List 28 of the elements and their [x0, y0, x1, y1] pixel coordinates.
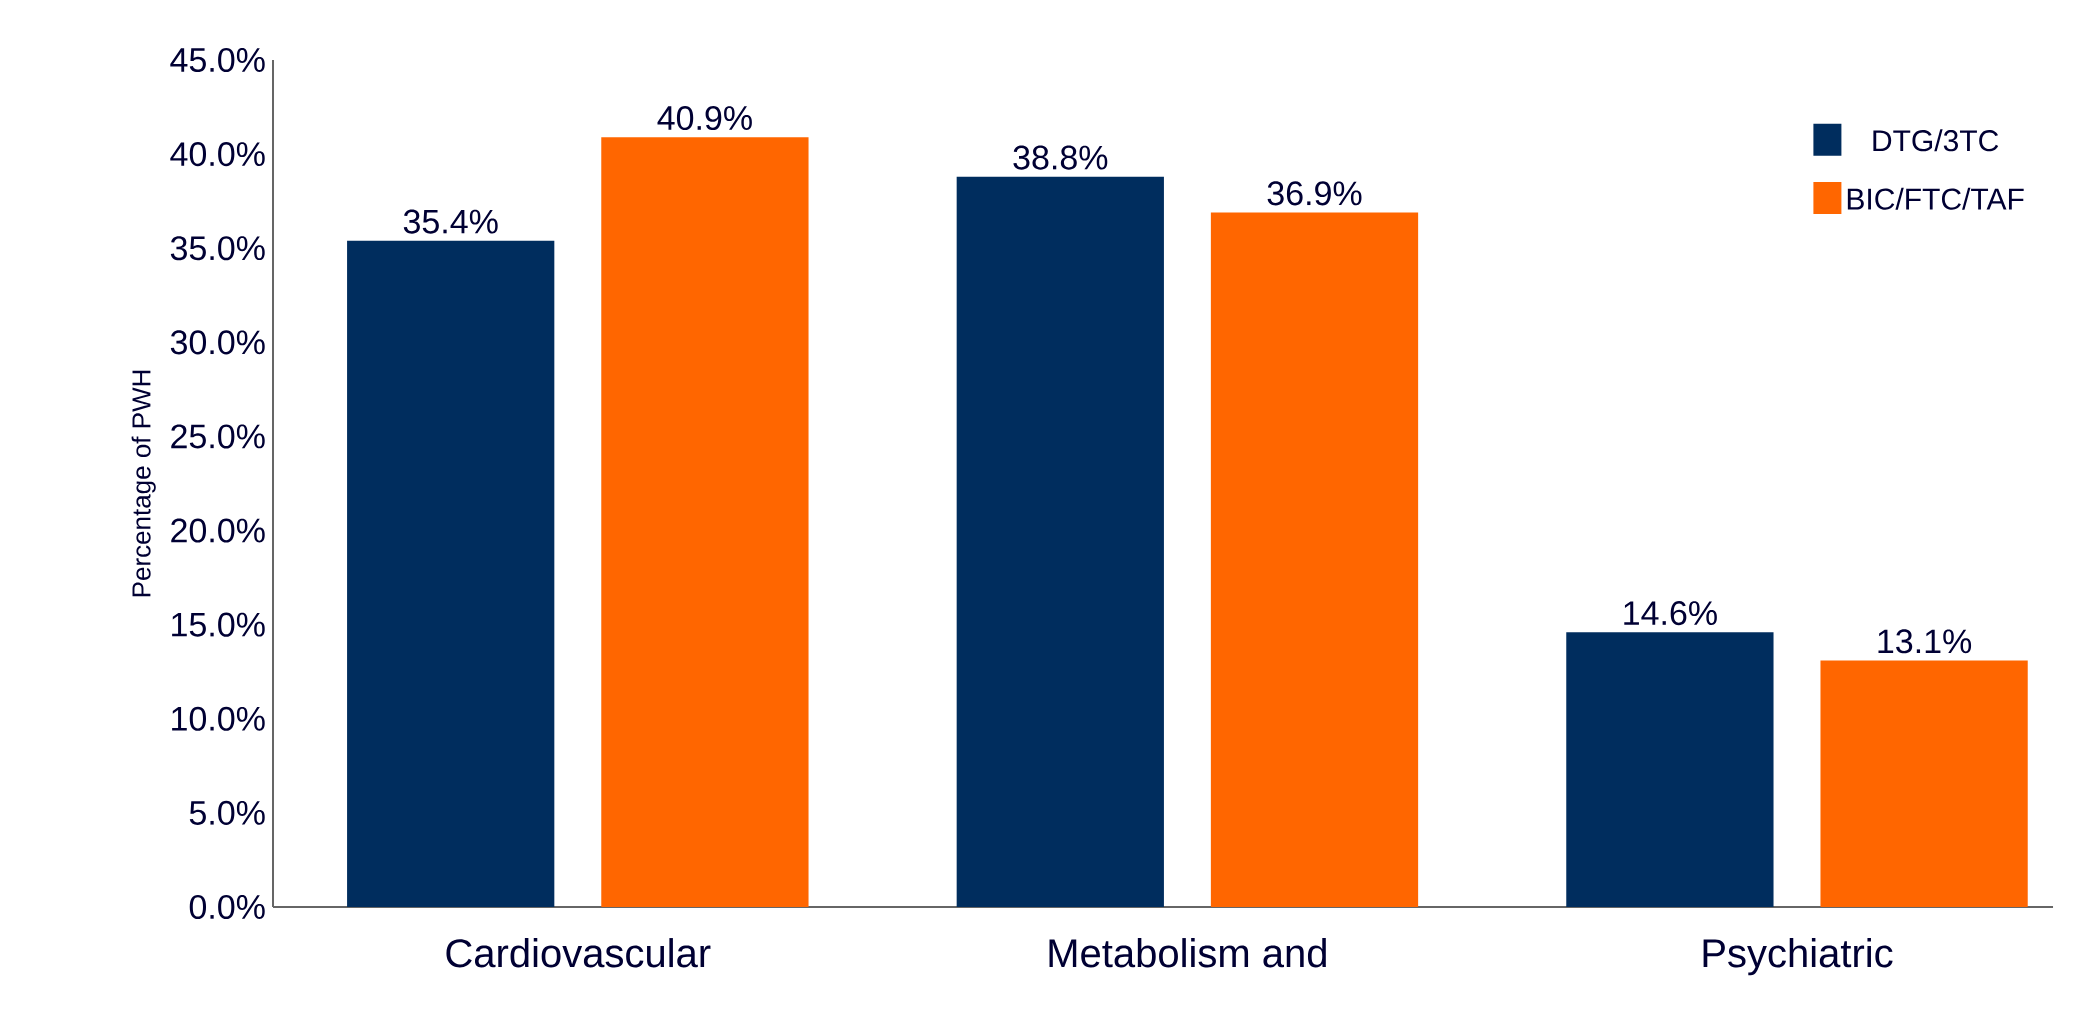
y-axis-title: Percentage of PWH	[131, 370, 156, 597]
y-tick-label: 40.0%	[170, 142, 265, 167]
x-tick-label: Psychiatric	[1703, 938, 1893, 976]
bar	[601, 137, 809, 907]
y-tick-label: 0.0%	[189, 894, 265, 920]
data-label: 40.9%	[657, 106, 752, 131]
y-tick-label: 20.0%	[171, 518, 265, 543]
y-tick-label: 30.0%	[170, 330, 265, 355]
data-label: 36.9%	[1267, 181, 1362, 206]
data-label: 35.4%	[403, 209, 498, 234]
x-tick-label: Cardiovascular	[446, 938, 711, 968]
y-tick-label: 25.0%	[171, 424, 265, 449]
bar	[1210, 212, 1419, 907]
bar	[956, 176, 1164, 907]
bar	[1820, 660, 2028, 907]
legend-label: DTG/3TC	[1873, 129, 1999, 152]
legend-label: BIC/FTC/TAF	[1847, 187, 2024, 210]
bar	[347, 240, 555, 907]
bar	[1566, 632, 1774, 907]
x-tick-label: Metabolism and	[1049, 938, 1326, 968]
data-label: 14.6%	[1624, 601, 1717, 626]
y-tick-label: 35.0%	[170, 236, 265, 261]
y-tick-label: 15.0%	[172, 612, 265, 637]
y-tick-label: 10.0%	[172, 706, 265, 731]
y-tick-label: 5.0%	[189, 800, 265, 825]
y-tick-label: 45.0%	[170, 47, 265, 73]
data-label: 38.8%	[1013, 145, 1108, 170]
data-label: 13.1%	[1878, 629, 1972, 654]
